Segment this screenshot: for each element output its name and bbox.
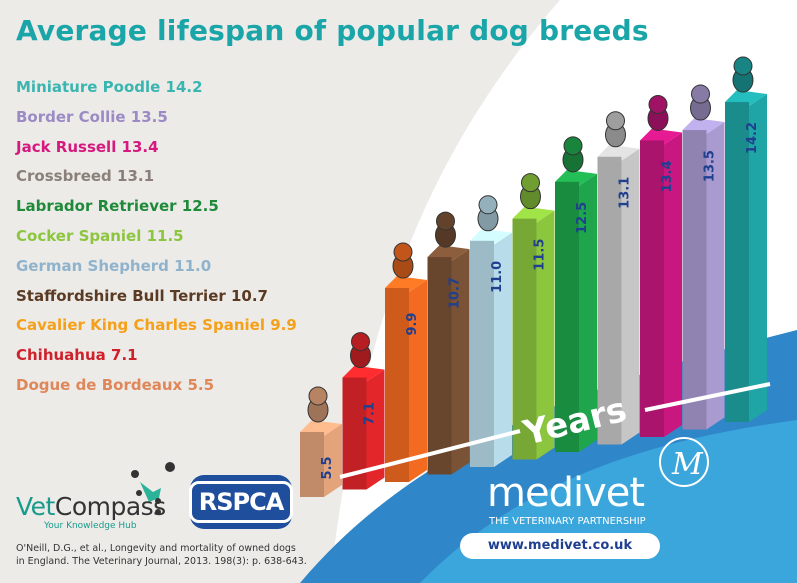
- axis-line: [339, 429, 521, 479]
- bar: [555, 181, 579, 452]
- bar-value-label: 13.4: [660, 160, 675, 192]
- legend-item: Staffordshire Bull Terrier 10.7: [16, 286, 268, 305]
- vetcompass-tagline: Your Knowledge Hub: [44, 521, 137, 531]
- svg-text:M: M: [671, 447, 704, 482]
- rspca-text: RSPCA: [188, 481, 294, 523]
- citation-line: in England. The Veterinary Journal, 2013…: [16, 556, 307, 567]
- legend-item: Chihuahua 7.1: [16, 346, 138, 365]
- legend-item: Cocker Spaniel 11.5: [16, 226, 184, 245]
- dog-head-icon: [351, 332, 370, 352]
- legend-item: Border Collie 13.5: [16, 107, 168, 126]
- dog-head-icon: [648, 94, 668, 114]
- bar-value-label: 11.5: [533, 239, 548, 271]
- legend: Miniature Poodle 14.2 Border Collie 13.5…: [16, 76, 297, 404]
- dog-head-icon: [478, 195, 498, 215]
- bar-side: [621, 148, 640, 445]
- bar: [682, 130, 707, 430]
- legend-item: Dogue de Bordeaux 5.5: [16, 375, 215, 394]
- dog-head-icon: [393, 242, 413, 262]
- dog-head-icon: [691, 84, 710, 104]
- legend-item: Cavalier King Charles Spaniel 9.9: [16, 316, 297, 335]
- bar-value-label: 13.5: [703, 150, 718, 182]
- dog-head-icon: [308, 386, 328, 406]
- rspca-logo: RSPCA: [188, 475, 294, 529]
- dog-head-icon: [521, 173, 540, 193]
- legend-item: Labrador Retriever 12.5: [16, 197, 219, 216]
- legend-item: Miniature Poodle 14.2: [16, 78, 203, 96]
- bar-value-label: 9.9: [405, 313, 420, 336]
- bar-side: [706, 122, 725, 430]
- dog-head-icon: [436, 211, 455, 231]
- bar: [725, 102, 749, 422]
- bar-side: [324, 423, 342, 497]
- bar-value-label: 12.5: [575, 202, 590, 234]
- page-title: Average lifespan of popular dog breeds: [16, 14, 649, 47]
- dog-head-icon: [733, 56, 753, 76]
- medivet-name: medivet: [487, 470, 645, 516]
- dog-head-icon: [606, 111, 625, 131]
- axis-line: [644, 382, 771, 412]
- bar: [597, 156, 622, 445]
- bar-value-label: 7.1: [363, 402, 378, 425]
- bar-value-label: 10.7: [448, 277, 463, 309]
- medivet-url-link[interactable]: www.medivet.co.uk: [460, 533, 660, 559]
- bar-side: [451, 249, 470, 475]
- bar: [640, 140, 664, 437]
- medivet-logo-icon: M: [659, 437, 709, 487]
- bar-side: [409, 280, 427, 482]
- bar-side: [664, 132, 682, 437]
- bar-value-label: 11.0: [490, 261, 505, 293]
- bar: [427, 257, 452, 475]
- vetcompass-logo-icon: [131, 462, 175, 515]
- legend-item: Jack Russell 13.4: [16, 137, 159, 156]
- bar-value-label: 13.1: [618, 177, 633, 209]
- bar-side: [536, 210, 555, 460]
- bar-value-label: 5.5: [320, 456, 335, 479]
- bar: [385, 288, 409, 482]
- legend-item: Crossbreed 13.1: [16, 167, 155, 186]
- dog-head-icon: [563, 136, 583, 156]
- bar: [300, 431, 324, 497]
- bar-side: [494, 232, 512, 467]
- bar: [512, 218, 537, 460]
- vetcompass-logo: VetCompass Your Knowledge Hub: [16, 492, 166, 531]
- bar-value-label: 14.2: [745, 122, 760, 154]
- citation-line: O'Neill, D.G., et al., Longevity and mor…: [16, 543, 296, 554]
- bar-side: [749, 94, 767, 422]
- bar-side: [366, 369, 385, 490]
- bar: [470, 240, 494, 467]
- vetcompass-name-a: Vet: [16, 492, 55, 521]
- bar-side: [579, 173, 597, 452]
- vetcompass-name-b: Compass: [54, 492, 166, 521]
- legend-item: German Shepherd 11.0: [16, 256, 212, 275]
- medivet-tagline: THE VETERINARY PARTNERSHIP: [489, 516, 646, 527]
- citation: O'Neill, D.G., et al., Longevity and mor…: [16, 542, 307, 568]
